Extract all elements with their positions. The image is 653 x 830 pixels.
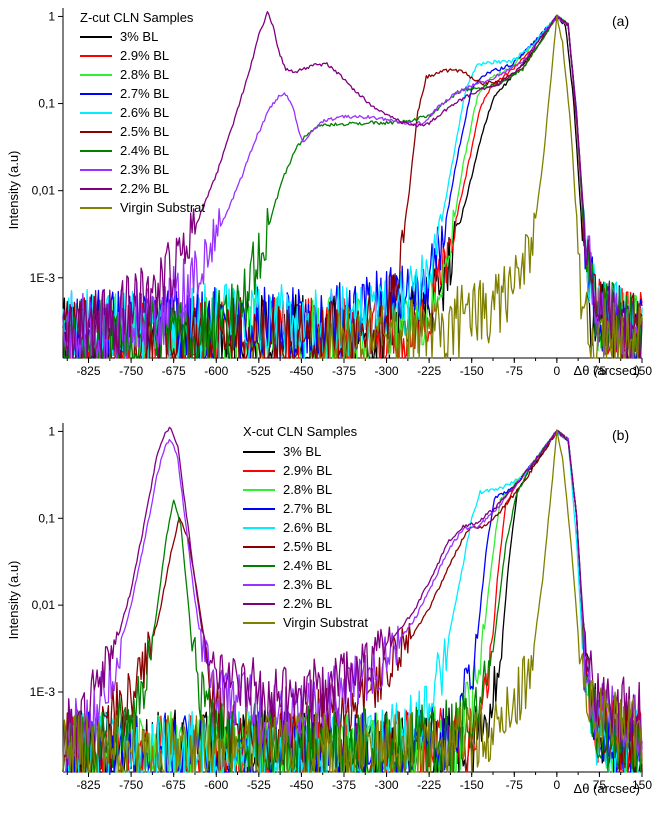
legend-b: 3% BL 2.9% BL 2.8% BL 2.7% BL 2.6% BL 2.5% BL… [243,444,368,630]
legend-label: 2.3% BL [120,162,169,177]
plot-area-b [62,426,643,773]
x-tick-label: -150 [460,778,484,792]
x-axis-label-a: Δθ (arcsec) [574,363,640,378]
series-line [62,426,643,767]
x-tick-label: -675 [162,364,186,378]
x-tick-label: -675 [162,778,186,792]
series-line [62,429,643,773]
y-tick-label: 1 [48,9,55,23]
legend-label: 2.8% BL [120,67,169,82]
legend-label: 2.6% BL [283,520,332,535]
legend-label: 3% BL [283,444,321,459]
x-tick-label: 75 [593,364,607,378]
legend-label: 2.5% BL [120,124,169,139]
x-tick-label: -450 [289,364,313,378]
x-tick-label: -300 [375,364,399,378]
x-tick-label: -825 [77,778,101,792]
series-line [62,430,642,773]
legend-title-b: X-cut CLN Samples [243,424,358,439]
panel-a: Intensity (a.u) Δθ (arcsec) (a) Z-cut CL… [6,8,652,378]
panel-label-a: (a) [612,13,629,29]
series-line [62,429,643,773]
legend-label: 2.7% BL [120,86,169,101]
y-tick-label: 1E-3 [30,685,56,699]
x-tick-label: -75 [506,778,524,792]
x-tick-label: -750 [119,778,143,792]
x-axis-label-b: Δθ (arcsec) [574,781,640,796]
x-tick-label: -450 [289,778,313,792]
x-tick-label: -825 [77,364,101,378]
legend-label: 2.9% BL [120,48,169,63]
x-tick-label: -300 [375,778,399,792]
legend-label: Virgin Substrat [283,615,368,630]
series-line [62,429,643,773]
x-tick-label: -375 [332,364,356,378]
x-tick-label: 150 [632,364,652,378]
x-tick-label: -225 [417,364,441,378]
panel-label-b: (b) [612,427,629,443]
legend-label: Virgin Substrat [120,200,205,215]
axes-b: -825 -750 -675 -600 -525 -450 -375 -300 -225 -150… [30,423,652,792]
x-tick-label: -750 [119,364,143,378]
legend-label: 2.4% BL [283,558,332,573]
legend-label: 3% BL [120,29,158,44]
series-line [62,431,643,773]
x-tick-label: 150 [632,778,652,792]
x-tick-label: 0 [554,364,561,378]
series-line [63,431,642,773]
y-tick-label: 0,1 [38,97,55,111]
x-tick-label: -600 [204,778,228,792]
panel-b: Intensity (a.u) Δθ (arcsec) (b) X-cut CL… [6,423,652,796]
y-axis-label-a: Intensity (a.u) [6,151,21,230]
x-tick-label: -75 [506,364,524,378]
x-tick-label: 0 [554,778,561,792]
legend-a: 3% BL 2.9% BL 2.8% BL 2.7% BL 2.6% BL 2.5% BL… [80,29,205,215]
axes-a: -825 -750 -675 -600 -525 -450 -375 -300 -225 -150… [30,8,652,378]
x-tick-label: -225 [417,778,441,792]
y-tick-label: 1E-3 [30,271,56,285]
legend-label: 2.2% BL [283,596,332,611]
legend-label: 2.9% BL [283,463,332,478]
legend-label: 2.3% BL [283,577,332,592]
legend-label: 2.2% BL [120,181,169,196]
x-tick-label: -600 [204,364,228,378]
legend-label: 2.7% BL [283,501,332,516]
y-tick-label: 0,01 [32,184,56,198]
plot-area-a [62,11,643,359]
legend-label: 2.8% BL [283,482,332,497]
y-axis-label-b: Intensity (a.u) [6,561,21,640]
y-tick-label: 0,1 [38,511,55,525]
x-tick-label: -525 [247,364,271,378]
y-tick-label: 0,01 [32,598,56,612]
y-tick-label: 1 [48,424,55,438]
x-tick-label: 75 [593,778,607,792]
legend-label: 2.4% BL [120,143,169,158]
x-tick-label: -150 [460,364,484,378]
series-line [63,430,643,773]
x-tick-label: -525 [247,778,271,792]
x-tick-label: -375 [332,778,356,792]
series-line [63,430,643,773]
series-line [62,11,643,359]
legend-label: 2.5% BL [283,539,332,554]
legend-label: 2.6% BL [120,105,169,120]
series-line [62,431,643,773]
legend-title-a: Z-cut CLN Samples [80,10,194,25]
series-line [317,14,643,359]
